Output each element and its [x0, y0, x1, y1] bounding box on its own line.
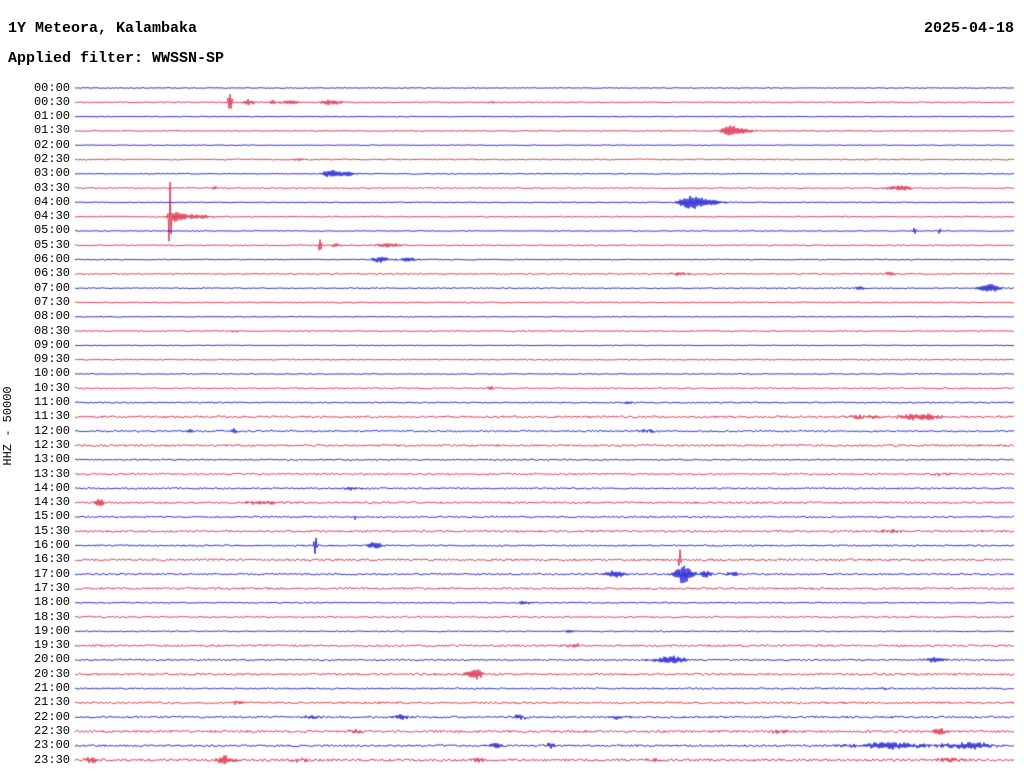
- time-label: 18:00: [33, 595, 70, 610]
- time-label: 17:00: [33, 566, 70, 581]
- time-label: 07:30: [33, 294, 70, 309]
- time-label: 03:30: [33, 180, 70, 195]
- time-label: 09:30: [33, 352, 70, 367]
- time-label: 16:30: [33, 552, 70, 567]
- time-label: 07:00: [33, 280, 70, 295]
- time-label: 09:00: [33, 337, 70, 352]
- time-label: 06:30: [33, 266, 70, 281]
- time-axis: 00:00 00:30 01:00 01:30 02:00 02:30 03:00 03:30…: [0, 0, 70, 780]
- time-label: 17:30: [33, 580, 70, 595]
- time-label: 22:30: [33, 723, 70, 738]
- time-label: 15:30: [33, 523, 70, 538]
- time-label: 14:30: [33, 495, 70, 510]
- time-label: 14:00: [33, 480, 70, 495]
- time-label: 12:00: [33, 423, 70, 438]
- filter-label: Applied filter: WWSSN-SP: [8, 50, 225, 67]
- time-label: 10:00: [33, 366, 70, 381]
- time-label: 01:00: [33, 109, 70, 124]
- time-label: 05:00: [33, 223, 70, 238]
- time-label: 16:00: [33, 538, 70, 553]
- time-label: 20:30: [33, 666, 70, 681]
- time-label: 19:30: [33, 638, 70, 653]
- time-label: 05:30: [33, 237, 70, 252]
- time-label: 20:00: [33, 652, 70, 667]
- station-title: 1Y Meteora, Kalambaka: [8, 20, 198, 37]
- time-label: 04:00: [33, 194, 70, 209]
- time-label: 00:00: [33, 80, 70, 95]
- time-label: 18:30: [33, 609, 70, 624]
- time-label: 21:00: [33, 681, 70, 695]
- time-label: 12:30: [33, 437, 70, 452]
- time-label: 03:00: [33, 166, 70, 181]
- time-label: 13:30: [33, 466, 70, 481]
- date-label: 2025-04-18: [923, 20, 1014, 37]
- time-label: 11:30: [33, 409, 70, 424]
- time-label: 02:30: [33, 151, 70, 166]
- time-label: 21:30: [33, 695, 70, 710]
- time-label: 22:00: [33, 709, 70, 724]
- time-label: 23:00: [33, 738, 70, 753]
- time-label: 23:30: [33, 752, 70, 767]
- time-label: 06:00: [33, 252, 70, 267]
- time-label: 19:00: [33, 623, 70, 638]
- time-label: 00:30: [33, 94, 70, 109]
- time-label: 13:00: [33, 452, 70, 467]
- time-label: 10:30: [33, 380, 70, 395]
- time-label: 08:30: [33, 323, 70, 338]
- time-label: 11:00: [33, 395, 70, 410]
- time-label: 04:30: [33, 209, 70, 224]
- time-label: 01:30: [33, 123, 70, 138]
- time-label: 02:00: [33, 137, 70, 152]
- time-label: 08:00: [33, 309, 70, 324]
- time-label: 15:00: [33, 509, 70, 524]
